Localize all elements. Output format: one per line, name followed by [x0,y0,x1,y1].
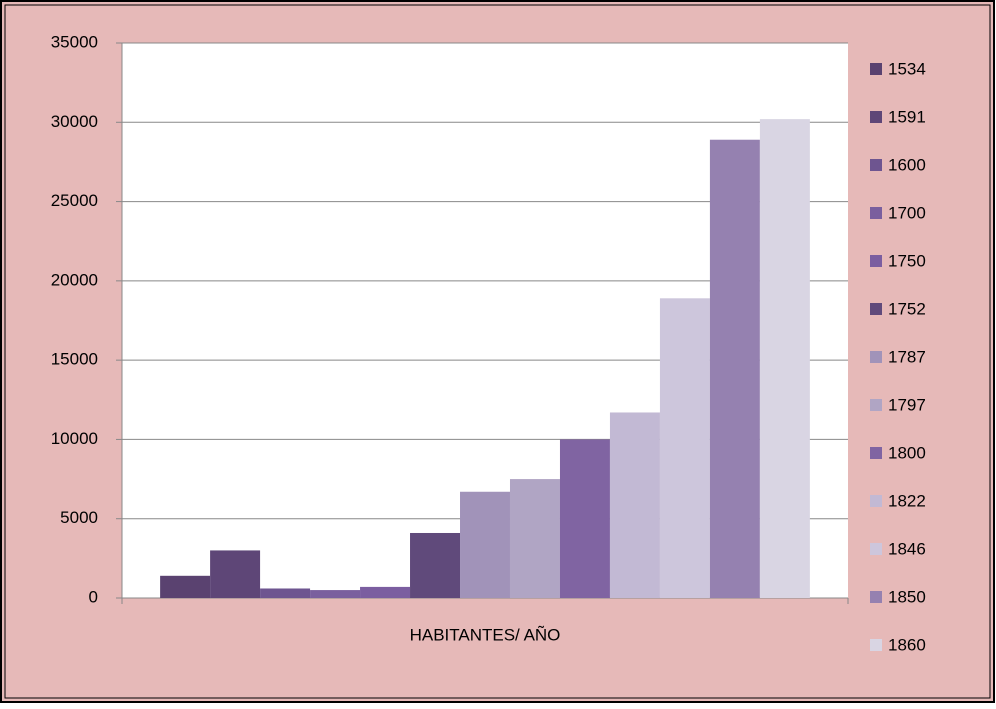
bar [260,588,311,598]
bar [460,491,510,598]
bar [609,412,660,598]
y-tick-label: 5000 [60,508,98,527]
legend-swatch [870,447,882,459]
legend-swatch [870,255,882,267]
legend-label: 1750 [888,251,926,270]
legend-swatch [870,495,882,507]
legend-label: 1787 [888,347,926,366]
legend-label: 1846 [888,539,926,558]
legend-label: 1591 [888,107,926,126]
legend-label: 1822 [888,491,926,510]
bar [559,439,610,598]
y-tick-label: 15000 [51,350,98,369]
legend-swatch [870,159,882,171]
bar [160,575,211,598]
y-tick-label: 25000 [51,191,98,210]
bar [759,119,810,598]
y-tick-label: 10000 [51,429,98,448]
legend-label: 1700 [888,203,926,222]
legend-swatch [870,399,882,411]
legend-label: 1797 [888,395,926,414]
legend-swatch [870,207,882,219]
bar [210,550,261,598]
y-tick-label: 35000 [51,32,98,51]
bar [659,298,710,598]
legend-swatch [870,591,882,603]
legend-label: 1860 [888,635,926,654]
y-tick-label: 30000 [51,112,98,131]
legend-label: 1600 [888,155,926,174]
chart-frame [4,4,991,699]
legend-label: 1752 [888,299,926,318]
legend-swatch [870,303,882,315]
bar [410,532,461,598]
legend-swatch [870,63,882,75]
legend-swatch [870,543,882,555]
x-tick-label: HABITANTES/ AÑO [410,625,561,644]
legend-label: 1800 [888,443,926,462]
legend-label: 1534 [888,59,926,78]
bar [360,586,411,598]
y-tick-label: 0 [89,587,98,606]
legend-swatch [870,351,882,363]
y-tick-label: 20000 [51,270,98,289]
bar [310,590,361,598]
legend-swatch [870,111,882,123]
bar [709,139,760,598]
legend-label: 1850 [888,587,926,606]
bar [509,479,560,598]
legend-swatch [870,639,882,651]
